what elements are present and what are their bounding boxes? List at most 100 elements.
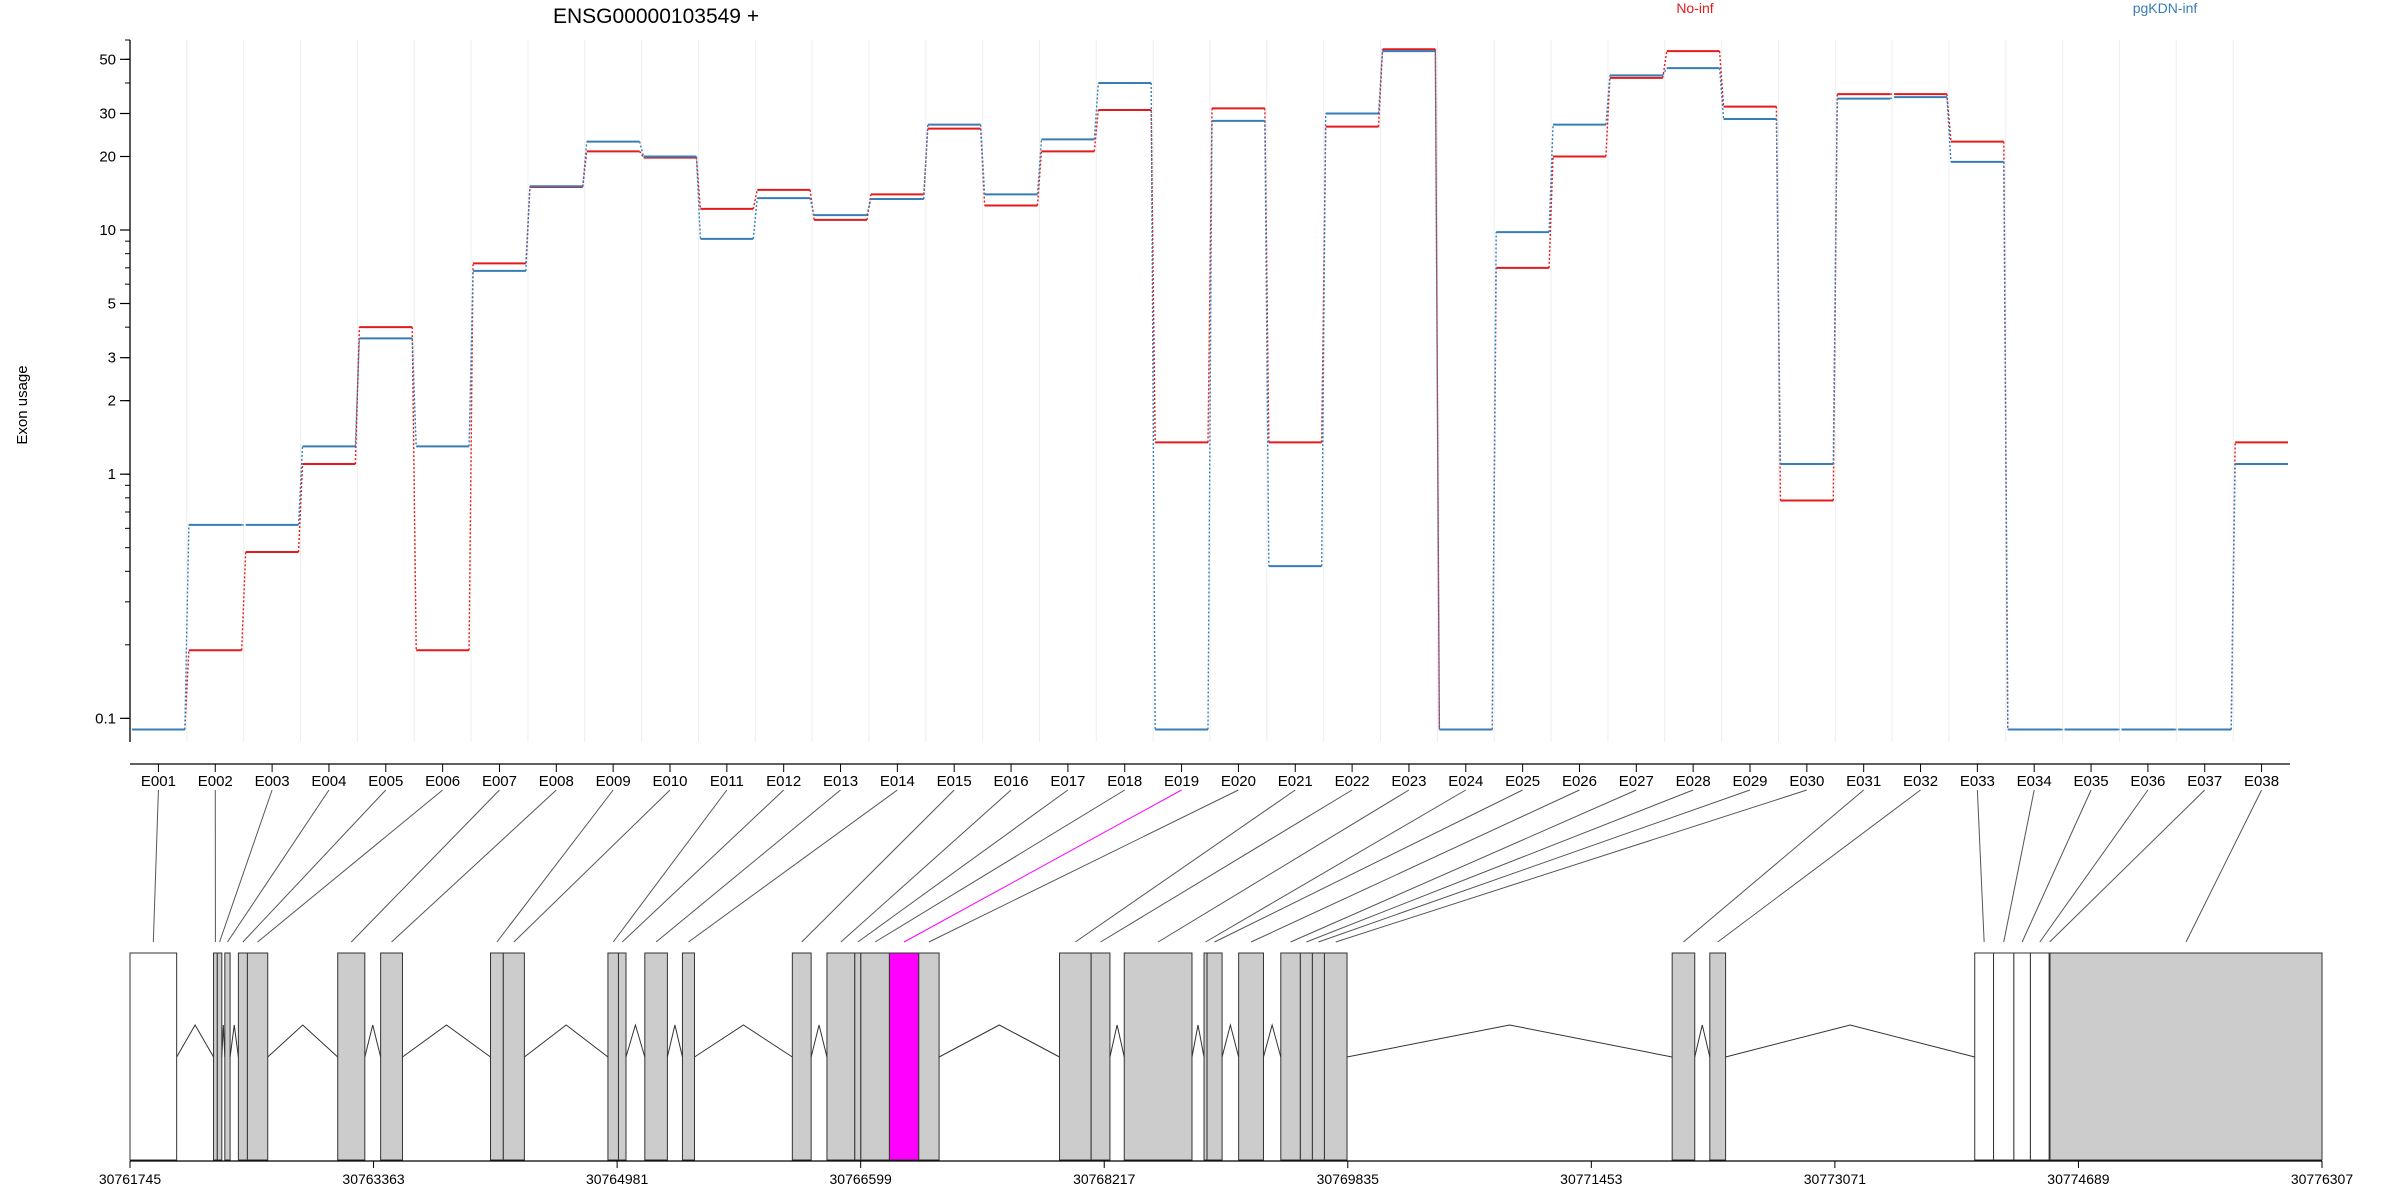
exon-label-e009: E009 xyxy=(596,773,631,790)
exon-box-e005 xyxy=(237,952,248,1161)
intron xyxy=(524,1024,609,1058)
coord-tick-label: 30763363 xyxy=(342,1171,405,1187)
exon-label-e024: E024 xyxy=(1448,773,1483,790)
data-connector xyxy=(1491,232,1497,730)
data-connector xyxy=(752,189,758,210)
connector-e024 xyxy=(1205,789,1467,943)
data-connector xyxy=(1377,49,1384,127)
coord-tick-label: 30764981 xyxy=(586,1171,649,1187)
exon-label-e020: E020 xyxy=(1221,773,1256,790)
data-connector xyxy=(1718,51,1725,107)
exon-label-e008: E008 xyxy=(539,773,574,790)
data-connector xyxy=(638,150,645,158)
exon-box-e022 xyxy=(1090,952,1111,1161)
data-connector xyxy=(354,327,361,465)
data-connector xyxy=(1718,68,1725,119)
exon-label-e014: E014 xyxy=(880,773,915,790)
exon-box-e025 xyxy=(1206,952,1223,1161)
data-connector xyxy=(1889,96,1895,100)
exon-box-e011 xyxy=(607,952,619,1161)
exon-label-e035: E035 xyxy=(2074,773,2109,790)
data-connector xyxy=(240,551,247,651)
connector-e003 xyxy=(219,789,273,943)
intron xyxy=(221,1024,226,1058)
coord-tick-label: 30769835 xyxy=(1317,1171,1380,1187)
exon-label-e037: E037 xyxy=(2187,773,2222,790)
y-tick-label: 30 xyxy=(99,106,116,123)
connector-e035 xyxy=(2021,789,2092,943)
coord-tick-label: 30768217 xyxy=(1073,1171,1136,1187)
data-connector xyxy=(1946,97,1952,162)
exon-label-e007: E007 xyxy=(482,773,517,790)
intron xyxy=(1725,1024,1975,1058)
data-connector xyxy=(1775,118,1782,465)
y-tick-label: 1 xyxy=(108,466,116,483)
coord-tick-label: 30761745 xyxy=(99,1171,162,1187)
exon-label-e025: E025 xyxy=(1505,773,1540,790)
exon-box-e015 xyxy=(791,952,812,1161)
data-connector xyxy=(2003,161,2009,730)
exon-label-e003: E003 xyxy=(255,773,290,790)
data-connector xyxy=(468,270,474,447)
data-connector xyxy=(1605,75,1611,125)
data-connector xyxy=(866,198,872,216)
data-connector xyxy=(1377,51,1384,114)
connector-e011 xyxy=(612,789,728,943)
data-connector xyxy=(582,141,588,187)
coord-tick-label: 30771453 xyxy=(1560,1171,1623,1187)
exon-box-e035 xyxy=(2013,952,2031,1161)
exon-label-e004: E004 xyxy=(311,773,346,790)
x-axis: E001 E002 E003 E004 E005 E006 E007 E008 E009 E010… xyxy=(130,763,2290,790)
exon-label-e017: E017 xyxy=(1050,773,1085,790)
exon-box-e013 xyxy=(644,952,668,1161)
intron xyxy=(1191,1024,1205,1058)
data-connector xyxy=(923,124,929,200)
connector-e013 xyxy=(655,789,841,943)
y-axis-label: Exon usage xyxy=(14,365,31,444)
intron xyxy=(1109,1024,1125,1058)
intron xyxy=(1221,1023,1240,1058)
data-connector xyxy=(1434,49,1441,730)
exon-box-e031 xyxy=(1671,952,1696,1161)
connector-e007 xyxy=(350,789,500,943)
data-connector xyxy=(1093,109,1100,152)
data-connector xyxy=(809,198,815,216)
legend-no-inf: No-inf xyxy=(1676,0,1713,16)
coord-tick-label: 30776307 xyxy=(2291,1171,2354,1187)
exon-connectors xyxy=(152,789,2263,943)
data-connector xyxy=(1548,124,1554,233)
connector-e025 xyxy=(1214,789,1523,943)
y-tick-label: 2 xyxy=(108,393,116,410)
coord-tick-label: 30774689 xyxy=(2047,1171,2110,1187)
series-layer xyxy=(132,48,2288,731)
exon-label-e028: E028 xyxy=(1676,773,1711,790)
intron xyxy=(1262,1023,1282,1058)
exon-box-e012 xyxy=(617,952,627,1161)
intron xyxy=(938,1024,1060,1058)
y-tick-label: 3 xyxy=(108,350,116,367)
intron xyxy=(625,1023,646,1058)
exon-box-e017 xyxy=(854,952,862,1161)
connector-e001 xyxy=(152,789,159,943)
exon-box-e014 xyxy=(681,952,695,1161)
exon-box-e019 xyxy=(888,952,920,1161)
genomic-coordinate-axis: 30761745 30763363 30764981 30766599 30768217… xyxy=(99,1160,2354,1187)
data-connector xyxy=(468,263,474,651)
exon-label-e030: E030 xyxy=(1789,773,1824,790)
exon-box-e023 xyxy=(1123,952,1193,1161)
y-tick-label: 20 xyxy=(99,148,116,165)
exon-label-e012: E012 xyxy=(766,773,801,790)
exon-label-e001: E001 xyxy=(141,773,176,790)
exon-box-e003 xyxy=(216,952,223,1161)
intron xyxy=(229,1024,239,1058)
data-connector xyxy=(1093,82,1100,140)
exon-box-e034 xyxy=(1993,952,2015,1161)
exon-label-e023: E023 xyxy=(1391,773,1426,790)
connector-e028 xyxy=(1306,789,1694,943)
exon-box-e007 xyxy=(337,952,366,1161)
coord-tick-label: 30773071 xyxy=(1804,1171,1867,1187)
exon-box-e002 xyxy=(213,952,218,1161)
connector-e017 xyxy=(857,789,1069,943)
exon-box-e029 xyxy=(1311,952,1325,1161)
exon-box-e009 xyxy=(490,952,504,1161)
